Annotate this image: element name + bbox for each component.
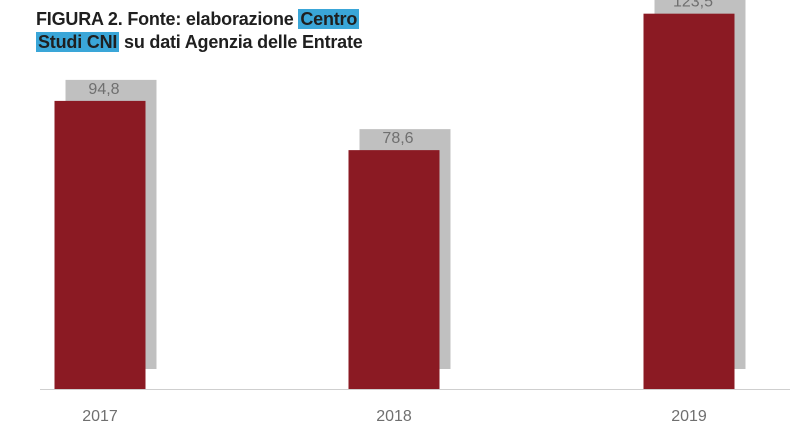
x-tick-labels: 2017 2018 2019 <box>82 408 707 425</box>
x-tick-label: 2018 <box>376 408 412 425</box>
x-tick-label: 2019 <box>671 408 707 425</box>
bar-2017 <box>54 100 146 389</box>
caption-highlight-studi-cni: Studi CNI <box>36 32 120 52</box>
value-labels: 94,8 78,6 123,5 <box>88 0 713 147</box>
bar-2019 <box>643 13 735 389</box>
caption-suffix: su dati Agenzia delle Entrate <box>119 32 363 52</box>
value-label: 123,5 <box>673 0 713 11</box>
caption-prefix: FIGURA 2. Fonte: elaborazione <box>36 9 299 29</box>
caption-highlight-centro: Centro <box>298 9 360 29</box>
chart-caption: FIGURA 2. Fonte: elaborazione Centro Stud… <box>36 8 456 54</box>
value-label: 94,8 <box>88 81 119 98</box>
bar-2018 <box>348 150 440 389</box>
value-label: 78,6 <box>382 130 413 147</box>
bars <box>54 13 735 389</box>
x-tick-label: 2017 <box>82 408 118 425</box>
